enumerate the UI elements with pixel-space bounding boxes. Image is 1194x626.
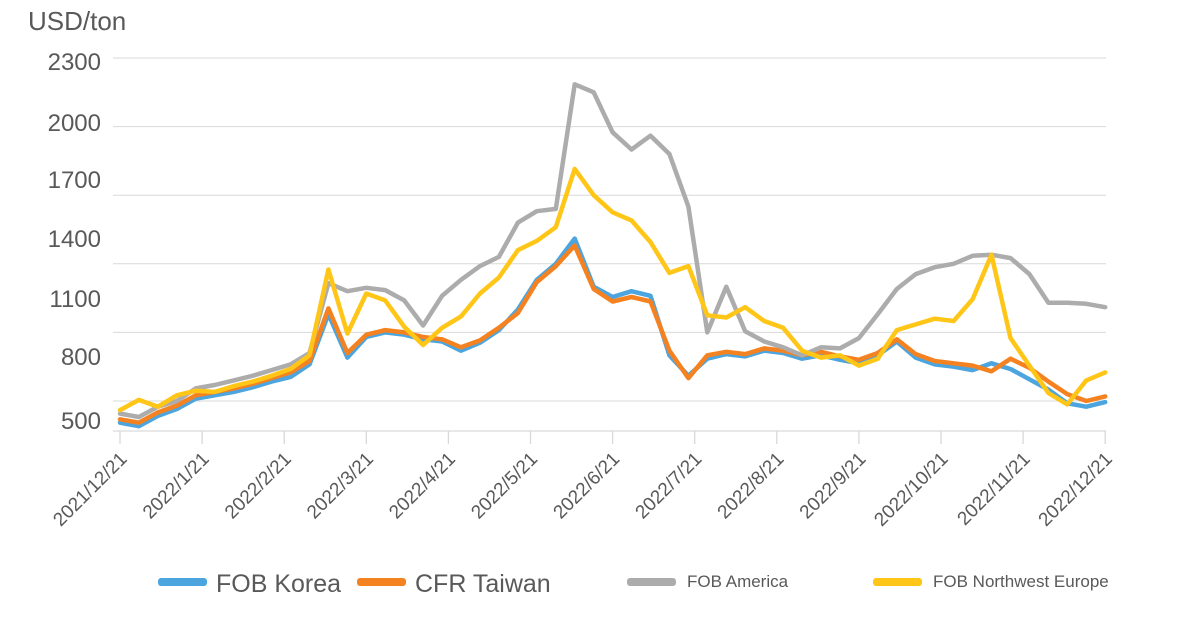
legend-item-fob-america: FOB America — [627, 572, 788, 592]
y-tick-label: 500 — [61, 408, 101, 435]
y-tick-label: 1100 — [49, 286, 101, 313]
legend-label-fob-northwest-europe: FOB Northwest Europe — [933, 572, 1109, 591]
y-tick-label: 2300 — [48, 49, 101, 76]
legend-label-fob-america: FOB America — [687, 572, 789, 591]
legend-item-cfr-taiwan: CFR Taiwan — [357, 572, 551, 597]
legend-swatch-fob-northwest-europe — [873, 578, 922, 586]
x-tick-label: 2022/12/21 — [1035, 449, 1117, 531]
y-tick-label: 800 — [61, 344, 101, 371]
x-tick-label: 2022/8/21 — [714, 449, 789, 524]
x-tick-label: 2021/12/21 — [49, 449, 131, 531]
series-line-fob-korea — [117, 236, 1108, 429]
y-axis-title: USD/ton — [28, 6, 127, 36]
x-tick-label: 2022/9/21 — [796, 449, 871, 524]
y-tick-label: 2000 — [48, 110, 101, 137]
x-tick-label: 2022/4/21 — [385, 449, 460, 524]
x-tick-label: 2022/3/21 — [303, 449, 378, 524]
series-line-cfr-taiwan — [117, 243, 1108, 425]
legend-item-fob-korea: FOB Korea — [158, 572, 341, 597]
y-tick-label: 1700 — [48, 167, 101, 194]
legend-label-cfr-taiwan: CFR Taiwan — [415, 570, 551, 598]
x-tick-label: 2022/7/21 — [632, 449, 707, 524]
x-tick-label: 2022/5/21 — [467, 449, 542, 524]
legend-item-fob-northwest-europe: FOB Northwest Europe — [873, 572, 1109, 592]
legend-swatch-fob-america — [627, 578, 676, 586]
series-line-fob-america — [117, 82, 1108, 420]
y-tick-label: 1400 — [48, 226, 101, 253]
x-tick-label: 2022/10/21 — [870, 449, 952, 531]
x-tick-label: 2022/2/21 — [221, 449, 296, 524]
legend-swatch-cfr-taiwan — [357, 578, 406, 586]
x-tick-label: 2022/1/21 — [139, 449, 214, 524]
series-line-fob-northwest-europe — [117, 166, 1108, 413]
x-tick-label: 2022/11/21 — [954, 449, 1035, 530]
x-tick-label: 2022/6/21 — [550, 449, 625, 524]
legend-swatch-fob-korea — [158, 578, 207, 586]
legend-label-fob-korea: FOB Korea — [216, 570, 342, 598]
